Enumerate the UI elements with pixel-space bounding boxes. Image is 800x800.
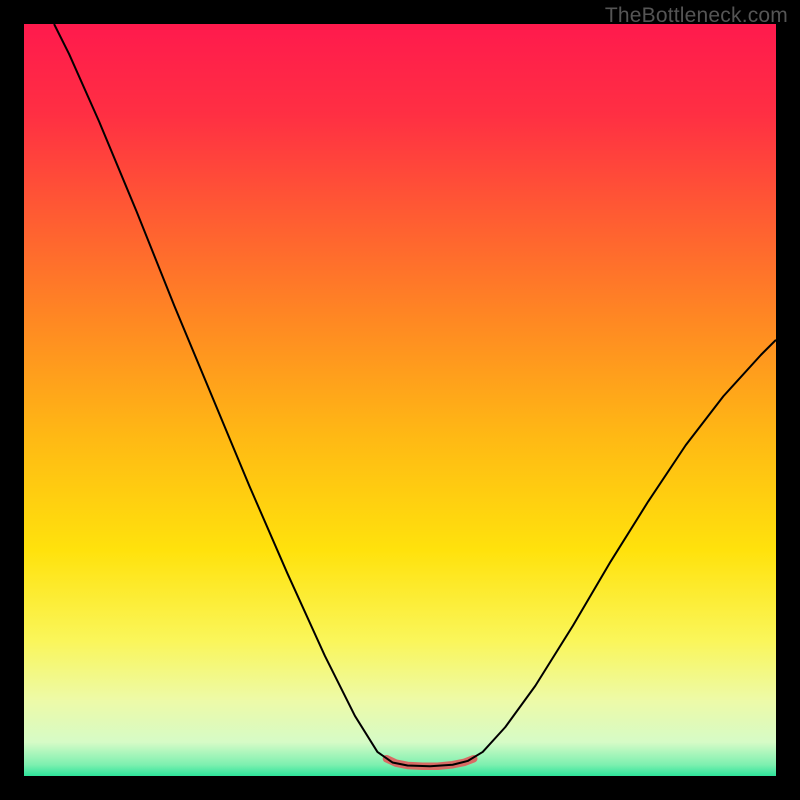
plot-background — [24, 24, 776, 776]
plot-area — [24, 24, 776, 776]
chart-container: TheBottleneck.com — [0, 0, 800, 800]
chart-svg — [24, 24, 776, 776]
